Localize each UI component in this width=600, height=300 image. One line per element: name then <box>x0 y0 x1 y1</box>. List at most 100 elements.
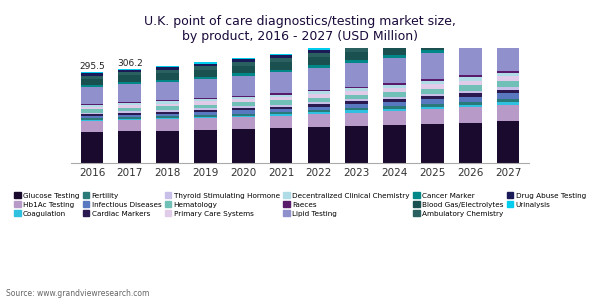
Bar <box>383 92 406 97</box>
Bar <box>497 87 520 90</box>
Bar <box>383 125 406 163</box>
Bar <box>232 76 254 95</box>
Bar <box>232 114 254 116</box>
Bar <box>157 100 179 101</box>
Bar <box>157 112 179 114</box>
Bar <box>194 115 217 117</box>
Bar <box>383 46 406 55</box>
Bar <box>383 55 406 58</box>
Bar <box>421 109 443 124</box>
Bar <box>232 129 254 163</box>
Bar <box>157 114 179 116</box>
Bar <box>232 58 254 59</box>
Bar <box>157 116 179 118</box>
Bar <box>459 47 482 75</box>
Bar <box>346 99 368 101</box>
Bar <box>118 70 141 72</box>
Bar <box>459 81 482 85</box>
Bar <box>80 121 103 132</box>
Bar <box>459 77 482 81</box>
Bar <box>346 48 368 52</box>
Bar <box>194 110 217 112</box>
Bar <box>80 132 103 163</box>
Bar <box>118 72 141 75</box>
Bar <box>308 104 330 107</box>
Bar <box>459 85 482 91</box>
Bar <box>194 112 217 115</box>
Bar <box>232 116 254 117</box>
Bar <box>308 102 330 104</box>
Bar <box>194 108 217 110</box>
Bar <box>421 79 443 81</box>
Bar <box>459 123 482 163</box>
Bar <box>421 94 443 96</box>
Bar <box>421 41 443 50</box>
Bar <box>157 101 179 103</box>
Bar <box>270 62 292 70</box>
Bar <box>80 116 103 118</box>
Bar <box>118 102 141 103</box>
Bar <box>346 101 368 104</box>
Bar <box>270 72 292 93</box>
Bar <box>421 84 443 88</box>
Bar <box>308 65 330 68</box>
Bar <box>157 103 179 106</box>
Bar <box>346 88 368 91</box>
Bar <box>270 70 292 72</box>
Bar <box>232 66 254 73</box>
Bar <box>270 55 292 58</box>
Text: 295.5: 295.5 <box>79 62 105 71</box>
Bar <box>459 94 482 97</box>
Bar <box>497 90 520 94</box>
Bar <box>80 110 103 112</box>
Bar <box>194 130 217 163</box>
Bar <box>80 76 103 79</box>
Bar <box>421 107 443 109</box>
Text: Source: www.grandviewresearch.com: Source: www.grandviewresearch.com <box>6 290 149 298</box>
Bar <box>497 76 520 81</box>
Bar <box>270 97 292 101</box>
Bar <box>346 86 368 88</box>
Bar <box>232 110 254 114</box>
Bar <box>194 77 217 79</box>
Bar <box>194 62 217 64</box>
Bar <box>497 70 520 73</box>
Bar <box>232 95 254 97</box>
Bar <box>80 107 103 110</box>
Bar <box>308 68 330 90</box>
Bar <box>383 88 406 92</box>
Bar <box>157 119 179 130</box>
Bar <box>232 59 254 62</box>
Bar <box>308 53 330 57</box>
Bar <box>80 104 103 105</box>
Bar <box>118 120 141 131</box>
Bar <box>118 84 141 102</box>
Bar <box>308 94 330 98</box>
Bar <box>118 69 141 70</box>
Bar <box>346 61 368 63</box>
Bar <box>157 67 179 70</box>
Bar <box>497 99 520 102</box>
Bar <box>497 105 520 121</box>
Bar <box>346 126 368 163</box>
Bar <box>497 94 520 99</box>
Bar <box>459 44 482 47</box>
Bar <box>157 70 179 73</box>
Bar <box>270 93 292 94</box>
Bar <box>308 50 330 53</box>
Bar <box>308 110 330 112</box>
Bar <box>157 130 179 163</box>
Bar <box>270 112 292 114</box>
Bar <box>421 96 443 99</box>
Bar <box>157 80 179 82</box>
Bar <box>80 120 103 121</box>
Bar <box>497 102 520 105</box>
Bar <box>118 131 141 163</box>
Bar <box>346 110 368 112</box>
Bar <box>80 114 103 116</box>
Bar <box>383 58 406 83</box>
Bar <box>346 91 368 95</box>
Bar <box>421 53 443 79</box>
Bar <box>118 115 141 117</box>
Bar <box>80 87 103 104</box>
